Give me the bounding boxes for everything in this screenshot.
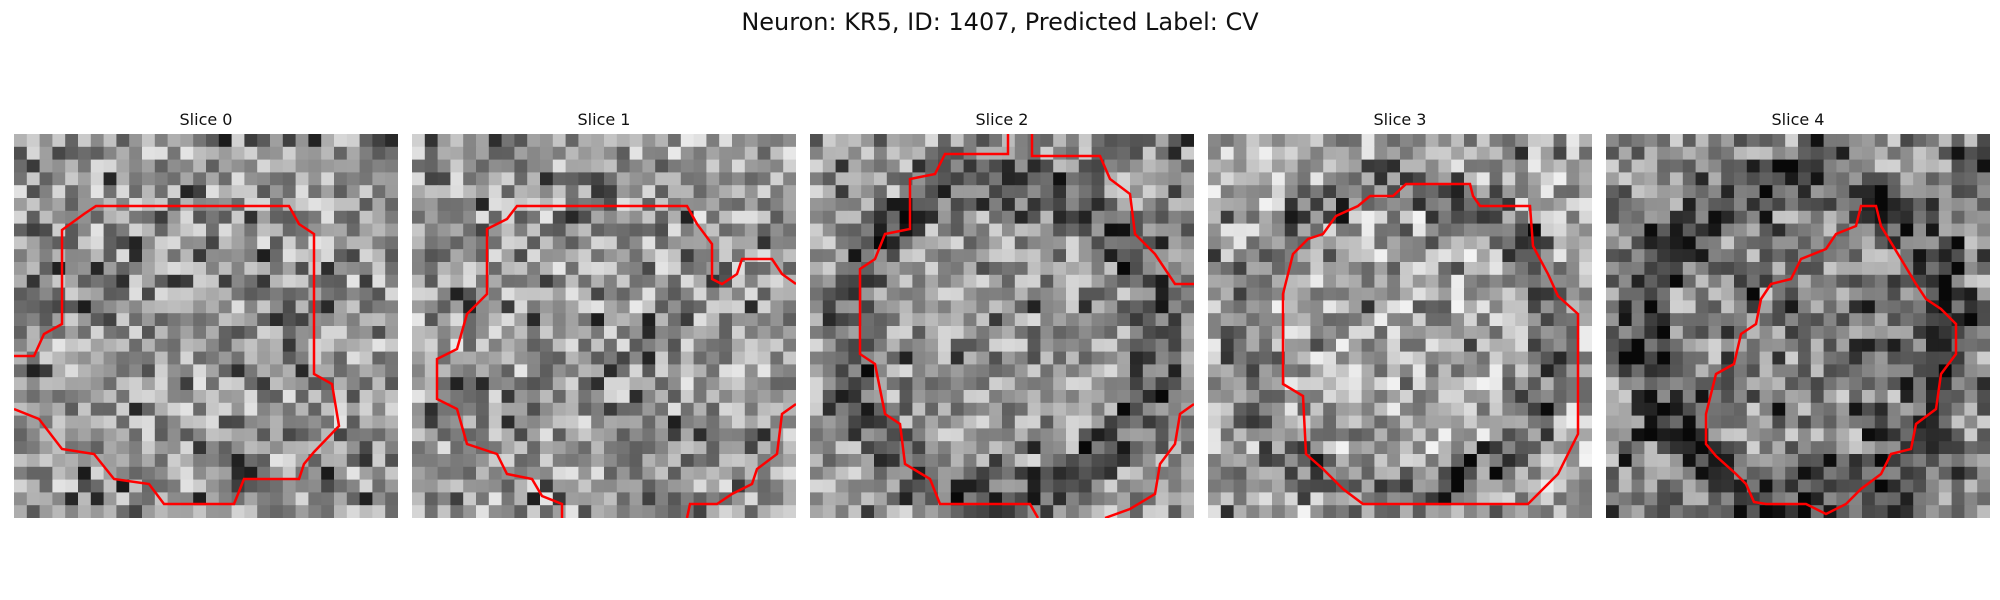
cell-contour [1704, 204, 1958, 516]
figure-title: Neuron: KR5, ID: 1407, Predicted Label: … [741, 8, 1259, 36]
slice-image-0 [14, 134, 398, 518]
cell-contour [14, 204, 341, 506]
slice-title-1: Slice 1 [577, 110, 631, 129]
cell-contour [685, 402, 796, 518]
slice-title-3: Slice 3 [1373, 110, 1427, 129]
slice-title-0: Slice 0 [179, 110, 233, 129]
cell-contour [1030, 134, 1194, 286]
slice-image-3 [1208, 134, 1592, 518]
cell-contour [1281, 182, 1580, 506]
cell-contour [858, 134, 1040, 518]
slice-image-4 [1606, 134, 1990, 518]
slice-title-2: Slice 2 [975, 110, 1029, 129]
cell-contour [1104, 402, 1194, 518]
slice-image-2 [810, 134, 1194, 518]
slice-title-4: Slice 4 [1771, 110, 1825, 129]
slice-image-1 [412, 134, 796, 518]
cell-contour [435, 204, 796, 518]
